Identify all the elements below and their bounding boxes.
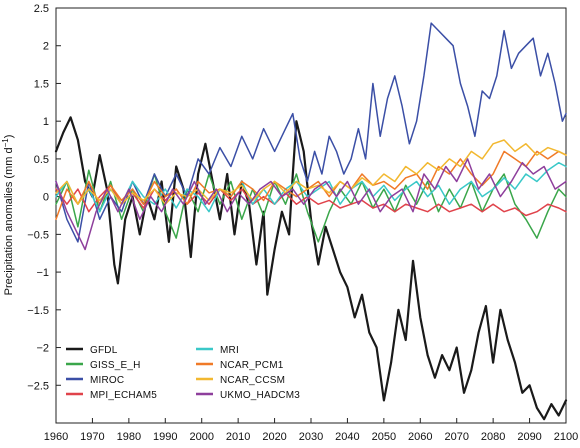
series-line-ukmo-hadcm3 (55, 158, 567, 251)
series-line-giss-e-h (55, 169, 567, 243)
y-tick-label: −2 (36, 343, 49, 355)
x-axis-ticks: 1960 1970 1980 1990 2000 2010 2020 2030 2040 2050… (44, 418, 578, 443)
x-tick-label: 2030 (299, 431, 323, 443)
x-tick-label: 1980 (117, 431, 141, 443)
y-axis-label-close: ) (3, 135, 15, 139)
x-tick-label: 2000 (189, 431, 213, 443)
legend-label: NCAR_PCM1 (220, 360, 284, 371)
y-axis-label-main: Precipitation anomalies (mm d (3, 147, 15, 295)
y-tick-label: −0.5 (27, 229, 49, 241)
series-line-ncar-pcm1 (55, 150, 567, 221)
series-lines (54, 22, 568, 421)
legend-label: MIROC (90, 375, 124, 386)
series-line-mpi-echam5 (55, 184, 567, 217)
x-tick-label: 2010 (226, 431, 250, 443)
legend-label: GFDL (90, 345, 118, 356)
y-axis-label: Precipitation anomalies (mm d−1) (1, 135, 16, 296)
x-tick-label: 2090 (517, 431, 541, 443)
x-tick-label: 1990 (153, 431, 177, 443)
x-tick-label: 1960 (44, 431, 68, 443)
legend: GFDL GISS_E_H MIROC MPI_ECHAM5 MRI NCAR_PCM1 N… (66, 345, 300, 401)
legend-label: MRI (220, 345, 239, 356)
legend-label: MPI_ECHAM5 (90, 390, 157, 401)
x-tick-label: 2060 (408, 431, 432, 443)
y-tick-label: 1 (43, 116, 49, 128)
series-line-gfdl (54, 116, 568, 421)
x-tick-label: 2100 (554, 431, 578, 443)
y-tick-label: 0 (43, 192, 49, 204)
y-tick-label: −2.5 (27, 380, 49, 392)
series-line-mri (55, 161, 567, 213)
x-tick-label: 2040 (335, 431, 359, 443)
x-tick-label: 1970 (80, 431, 104, 443)
y-tick-label: 2.5 (34, 3, 49, 15)
y-axis-ticks: 2.5 2 1.5 1 0.5 0 −0.5 −1 −1.5 −2 −2.5 (27, 3, 61, 392)
legend-label: UKMO_HADCM3 (220, 390, 300, 401)
x-tick-label: 2080 (481, 431, 505, 443)
y-tick-label: −1 (36, 267, 49, 279)
x-tick-label: 2070 (444, 431, 468, 443)
y-tick-label: 0.5 (34, 154, 49, 166)
y-tick-label: −1.5 (27, 305, 49, 317)
x-tick-label: 2020 (262, 431, 286, 443)
legend-label: GISS_E_H (90, 360, 141, 371)
y-tick-label: 2 (43, 41, 49, 53)
y-tick-label: 1.5 (34, 78, 49, 90)
y-axis-label-superscript: −1 (1, 138, 10, 148)
x-tick-label: 2050 (372, 431, 396, 443)
legend-label: NCAR_CCSM (220, 375, 285, 386)
series-line-ncar-ccsm (55, 139, 567, 205)
